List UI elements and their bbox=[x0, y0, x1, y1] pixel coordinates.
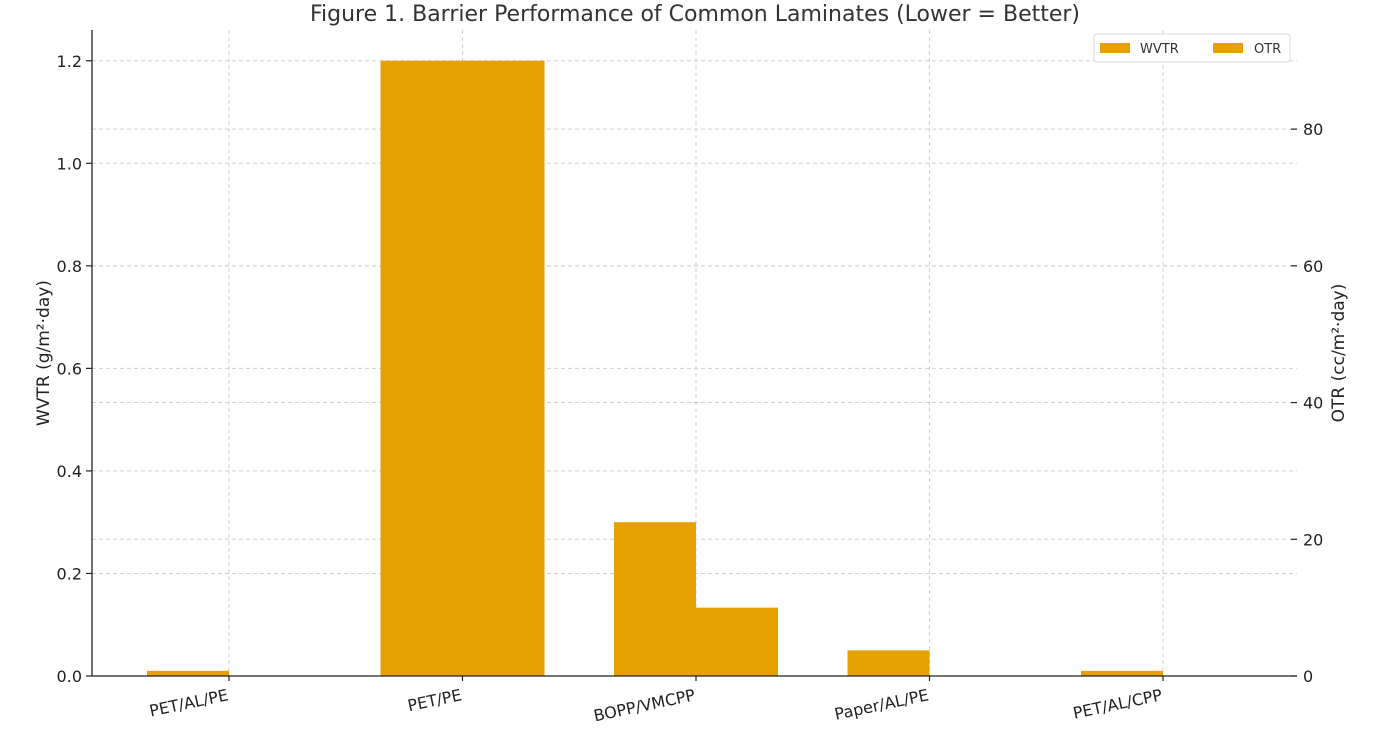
x-tick-label: BOPP/VMCPP bbox=[592, 685, 697, 725]
x-tick-label: PET/AL/PE bbox=[148, 685, 230, 720]
legend: WVTR OTR bbox=[1093, 33, 1291, 63]
y-tick-label: 0.2 bbox=[57, 564, 82, 583]
bar-otr bbox=[462, 60, 545, 677]
x-tick-label: PET/PE bbox=[406, 685, 463, 715]
bars bbox=[147, 60, 1245, 677]
x-tick-label: PET/AL/CPP bbox=[1071, 685, 1164, 723]
y-tick-label: 0.0 bbox=[57, 667, 82, 686]
y2-tick-label: 40 bbox=[1303, 394, 1323, 413]
x-tick-label: Paper/AL/PE bbox=[833, 685, 931, 723]
y-tick-label: 0.8 bbox=[57, 257, 82, 276]
legend-swatch-otr bbox=[1213, 43, 1243, 53]
bar-wvtr bbox=[1081, 670, 1163, 676]
y-tick-label: 1.2 bbox=[57, 52, 82, 71]
y2-axis-title: OTR (cc/m²·day) bbox=[1329, 284, 1349, 423]
bar-wvtr bbox=[614, 522, 696, 676]
y-tick-label: 0.6 bbox=[57, 359, 82, 378]
chart-title: Figure 1. Barrier Performance of Common … bbox=[310, 2, 1080, 27]
y-tick-label: 0.4 bbox=[57, 462, 82, 481]
bar-wvtr bbox=[847, 650, 930, 676]
bar-wvtr bbox=[380, 60, 463, 677]
y-axis-title: WVTR (g/m²·day) bbox=[34, 280, 54, 426]
legend-box bbox=[1093, 33, 1291, 63]
y-tick-label: 1.0 bbox=[57, 154, 82, 173]
bar-otr bbox=[696, 607, 778, 676]
bar-wvtr bbox=[147, 670, 229, 676]
legend-label-otr: OTR bbox=[1254, 42, 1281, 57]
y2-tick-label: 0 bbox=[1303, 667, 1313, 686]
y2-tick-label: 80 bbox=[1303, 120, 1323, 139]
legend-label-wvtr: WVTR bbox=[1140, 42, 1179, 57]
legend-swatch-wvtr bbox=[1100, 43, 1130, 53]
y2-tick-label: 60 bbox=[1303, 257, 1323, 276]
y2-tick-label: 20 bbox=[1303, 530, 1323, 549]
